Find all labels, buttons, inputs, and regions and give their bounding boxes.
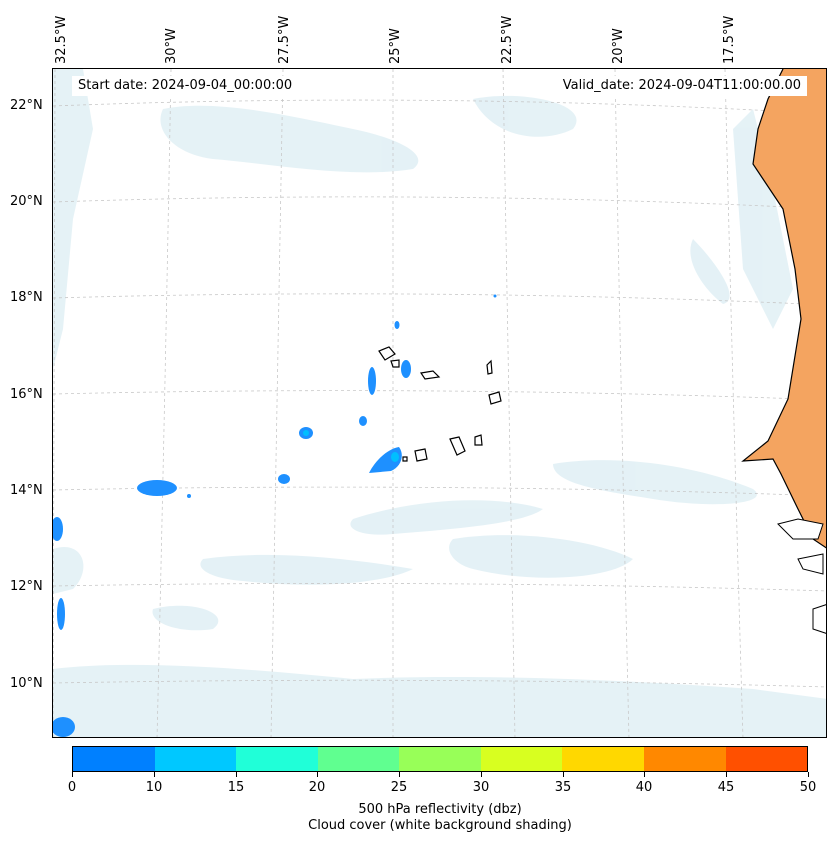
lat-label-16n: 16°N xyxy=(10,387,43,402)
colorbar-tick-label: 45 xyxy=(717,780,735,795)
reflectivity-cell xyxy=(278,474,290,484)
colorbar-tick-label: 20 xyxy=(308,780,326,795)
colorbar-tick-label: 10 xyxy=(145,780,163,795)
valid-date-label: Valid_date: 2024-09-04T11:00:00.00 xyxy=(556,76,807,96)
colorbar-segment xyxy=(480,747,563,771)
colorbar-tick xyxy=(236,772,237,777)
lon-label-27-5w: 27.5°W xyxy=(277,15,292,64)
colorbar-segment xyxy=(317,747,400,771)
colorbar-segment xyxy=(399,747,481,771)
colorbar-tick-label: 35 xyxy=(554,780,572,795)
colorbar-tick xyxy=(399,772,400,777)
reflectivity-cells xyxy=(53,294,497,737)
start-date-label: Start date: 2024-09-04_00:00:00 xyxy=(72,76,299,96)
lat-label-10n: 10°N xyxy=(10,676,43,691)
reflectivity-cell xyxy=(394,321,400,329)
colorbar-segment xyxy=(725,747,808,771)
lat-label-20n: 20°N xyxy=(10,194,43,209)
reflectivity-cell xyxy=(53,717,75,737)
cape-verde-islands xyxy=(378,346,502,462)
colorbar-segment xyxy=(154,747,237,771)
colorbar-tick xyxy=(644,772,645,777)
colorbar-tick-label: 25 xyxy=(390,780,408,795)
colorbar-tick xyxy=(72,772,73,777)
colorbar-tick xyxy=(726,772,727,777)
colorbar-tick-label: 40 xyxy=(635,780,653,795)
reflectivity-cell xyxy=(391,452,399,462)
reflectivity-cell xyxy=(187,494,191,498)
lon-label-32-5w: 32.5°W xyxy=(54,15,69,64)
reflectivity-cell xyxy=(57,598,65,630)
reflectivity-cell xyxy=(493,294,497,298)
colorbar-tick-label: 0 xyxy=(67,780,77,795)
colorbar-tick xyxy=(317,772,318,777)
colorbar-tick-label: 30 xyxy=(472,780,490,795)
reflectivity-cell xyxy=(359,416,367,426)
colorbar-segment xyxy=(562,747,644,771)
colorbar-tick-label: 50 xyxy=(799,780,817,795)
colorbar-tick-label: 15 xyxy=(227,780,245,795)
colorbar-segment xyxy=(643,747,726,771)
africa-land xyxy=(743,69,826,548)
graticule xyxy=(53,69,826,737)
colorbar xyxy=(72,746,808,772)
reflectivity-cell xyxy=(303,430,309,436)
reflectivity-cell xyxy=(53,517,63,541)
colorbar-subtitle: Cloud cover (white background shading) xyxy=(308,818,572,833)
colorbar-tick xyxy=(481,772,482,777)
lon-label-17-5w: 17.5°W xyxy=(722,15,737,64)
cloud-cover-shading xyxy=(53,69,826,737)
lat-label-12n: 12°N xyxy=(10,579,43,594)
lat-label-14n: 14°N xyxy=(10,483,43,498)
reflectivity-cell xyxy=(368,367,376,395)
lon-label-25w: 25°W xyxy=(388,28,403,64)
lon-label-30w: 30°W xyxy=(164,28,179,64)
map-panel xyxy=(52,68,827,738)
colorbar-title: 500 hPa reflectivity (dbz) xyxy=(358,802,522,817)
map-canvas xyxy=(53,69,826,737)
guinea-bissau-coast xyxy=(777,518,826,634)
colorbar-segment xyxy=(236,747,318,771)
colorbar-tick xyxy=(808,772,809,777)
africa-coastline xyxy=(741,69,826,549)
colorbar-segment xyxy=(73,747,155,771)
lat-label-18n: 18°N xyxy=(10,290,43,305)
reflectivity-cell xyxy=(137,480,177,496)
lat-label-22n: 22°N xyxy=(10,98,43,113)
reflectivity-cell xyxy=(401,360,411,378)
colorbar-tick xyxy=(154,772,155,777)
lon-label-20w: 20°W xyxy=(611,28,626,64)
lon-label-22-5w: 22.5°W xyxy=(500,15,515,64)
colorbar-tick xyxy=(563,772,564,777)
